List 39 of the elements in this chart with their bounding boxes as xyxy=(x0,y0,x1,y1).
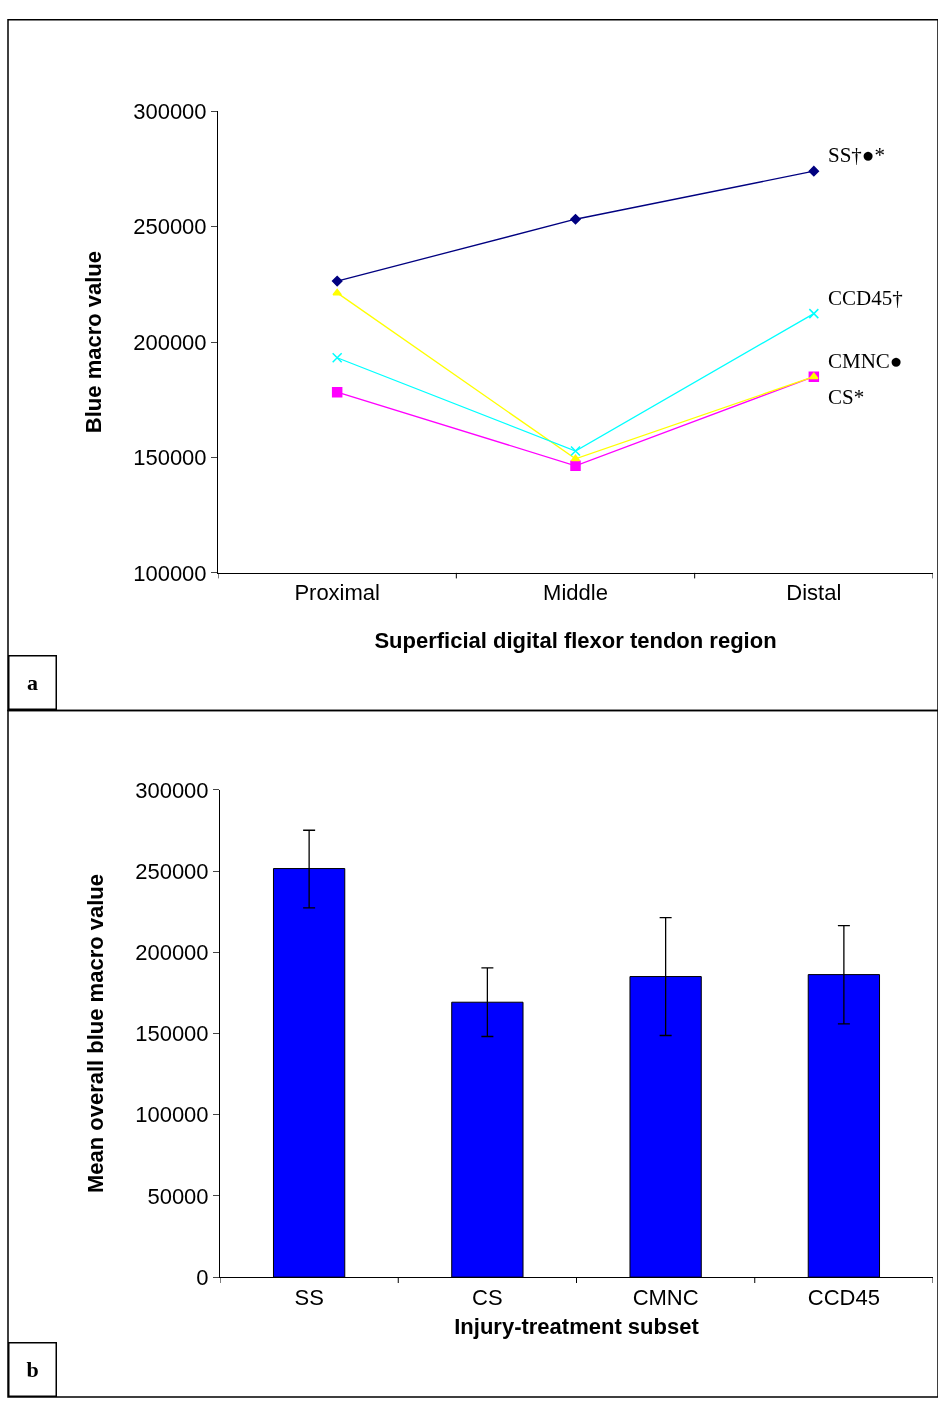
point xyxy=(808,308,820,319)
y-tick-label: 100000 xyxy=(135,1102,209,1128)
y-axis-title: Blue macro value xyxy=(80,250,106,434)
x-tick-label: CS xyxy=(472,1284,503,1310)
text: a xyxy=(27,670,38,695)
text: b xyxy=(26,1357,39,1382)
y-tick-label: 300000 xyxy=(133,98,207,124)
point xyxy=(332,288,342,296)
x-tick-label: CMNC xyxy=(632,1284,699,1310)
y-tick-label: 200000 xyxy=(135,940,209,966)
y-tick-label: 50000 xyxy=(147,1183,209,1209)
y-tick-label: 250000 xyxy=(135,858,209,884)
point xyxy=(570,213,581,225)
point xyxy=(331,275,343,287)
x-tick-label: SS xyxy=(294,1284,324,1310)
y-tick-label: 200000 xyxy=(133,329,207,355)
point xyxy=(570,445,581,457)
point xyxy=(331,352,343,363)
point xyxy=(570,454,581,462)
y-tick-label: 150000 xyxy=(135,1021,209,1047)
y-axis-title: Mean overall blue macro value xyxy=(82,873,108,1194)
point xyxy=(570,460,581,472)
y-tick-label: 150000 xyxy=(133,445,207,471)
point xyxy=(808,165,820,177)
x-tick-label: Distal xyxy=(786,580,842,606)
y-tick-label: 300000 xyxy=(135,777,209,803)
x-tick-label: CCD45 xyxy=(807,1284,880,1310)
x-axis-title: Injury-treatment subset xyxy=(454,1314,700,1340)
y-tick-label: 100000 xyxy=(133,560,207,586)
x-tick-label: Middle xyxy=(543,580,608,606)
point xyxy=(331,386,343,398)
y-tick-label: 0 xyxy=(196,1264,209,1290)
y-tick-label: 250000 xyxy=(133,214,207,240)
x-axis-title: Superficial digital flexor tendon region xyxy=(374,628,777,654)
series-label: CCD45† xyxy=(828,286,903,310)
series-label: CMNC● xyxy=(828,349,903,373)
series-label: SS†●* xyxy=(828,143,886,167)
series-label: CS* xyxy=(828,385,865,409)
x-tick-label: Proximal xyxy=(294,580,380,606)
